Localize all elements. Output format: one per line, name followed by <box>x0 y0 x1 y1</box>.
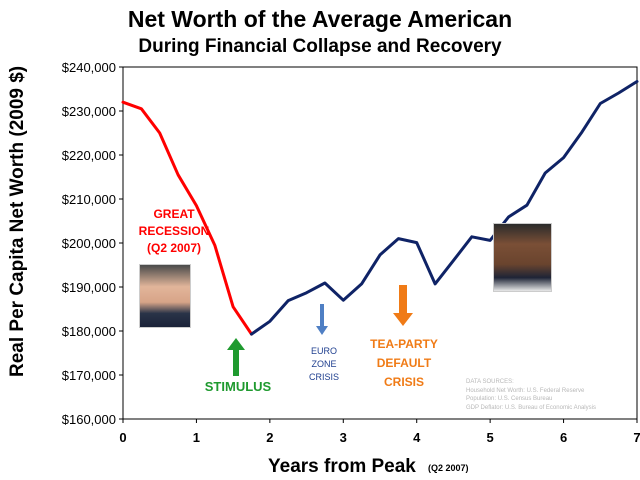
obama-photo-image <box>493 223 552 292</box>
euro-zone-line-3: CRISIS <box>308 372 339 382</box>
data-sources-line-1: DATA SOURCES: <box>466 379 514 385</box>
y-tick-label: $200,000 <box>62 236 116 251</box>
x-tick-label: 3 <box>340 430 347 445</box>
x-tick-label: 5 <box>487 430 494 445</box>
data-sources-note: DATA SOURCES: Household Net Worth: U.S. … <box>466 378 636 412</box>
great-recession-line-2: RECESSION <box>138 224 210 238</box>
chart-title: Net Worth of the Average American <box>127 6 513 32</box>
tea-party-line-1: TEA-PARTY <box>370 337 438 351</box>
great-recession-annotation: GREAT RECESSION (Q2 2007) <box>124 206 224 257</box>
y-tick-label: $240,000 <box>62 60 116 75</box>
great-recession-line-1: GREAT <box>153 207 195 221</box>
x-tick-label: 4 <box>413 430 421 445</box>
chart-subtitle: During Financial Collapse and Recovery <box>138 36 502 57</box>
y-tick-label: $180,000 <box>62 324 116 339</box>
euro-zone-arrow-icon <box>316 304 328 335</box>
stimulus-arrow-icon <box>227 338 245 376</box>
y-axis-label: Real Per Capita Net Worth (2009 $) <box>7 65 28 377</box>
euro-zone-line-2: ZONE <box>311 359 337 369</box>
x-tick-label: 7 <box>633 430 640 445</box>
y-tick-label: $210,000 <box>62 192 116 207</box>
tea-party-arrow-icon <box>393 285 413 326</box>
euro-zone-line-1: EURO <box>310 346 337 356</box>
recovery-series-line <box>250 80 639 336</box>
great-recession-line-3: (Q2 2007) <box>146 241 202 255</box>
y-tick-label: $190,000 <box>62 280 116 295</box>
data-sources-line-3: Population: U.S. Census Bureau <box>466 396 553 402</box>
tea-party-line-2: DEFAULT <box>376 356 432 370</box>
euro-zone-annotation: EURO ZONE CRISIS <box>302 345 346 384</box>
stimulus-annotation: STIMULUS <box>204 379 272 394</box>
x-axis-label-note: (Q2 2007) <box>428 463 469 473</box>
data-sources-line-4: GDP Deflator: U.S. Bureau of Economic An… <box>466 404 596 411</box>
y-tick-label: $160,000 <box>62 412 116 427</box>
x-tick-label: 1 <box>193 430 200 445</box>
x-axis-label: Years from Peak <box>268 456 416 477</box>
y-tick-label: $170,000 <box>62 368 116 383</box>
bush-photo-image <box>139 264 191 328</box>
tea-party-annotation: TEA-PARTY DEFAULT CRISIS <box>364 335 444 392</box>
y-tick-label: $230,000 <box>62 104 116 119</box>
recession-series-line <box>121 100 253 336</box>
x-tick-label: 6 <box>560 430 567 445</box>
x-tick-label: 2 <box>266 430 273 445</box>
tea-party-line-3: CRISIS <box>383 375 424 389</box>
data-sources-line-2: Household Net Worth: U.S. Federal Reserv… <box>466 387 585 394</box>
x-tick-label: 0 <box>119 430 126 445</box>
y-tick-label: $220,000 <box>62 148 116 163</box>
